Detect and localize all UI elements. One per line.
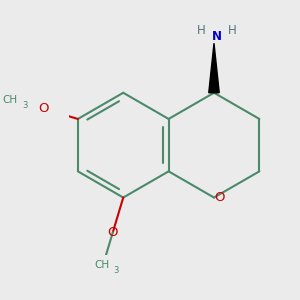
Text: 3: 3 (114, 266, 119, 275)
Text: CH: CH (3, 95, 18, 105)
Text: CH: CH (94, 260, 110, 270)
Polygon shape (209, 43, 219, 93)
Text: N: N (212, 30, 222, 43)
Text: O: O (214, 191, 225, 204)
Text: O: O (108, 226, 118, 239)
Text: 3: 3 (23, 101, 28, 110)
Text: O: O (38, 102, 49, 115)
Text: H: H (197, 24, 206, 37)
Text: H: H (228, 24, 236, 37)
